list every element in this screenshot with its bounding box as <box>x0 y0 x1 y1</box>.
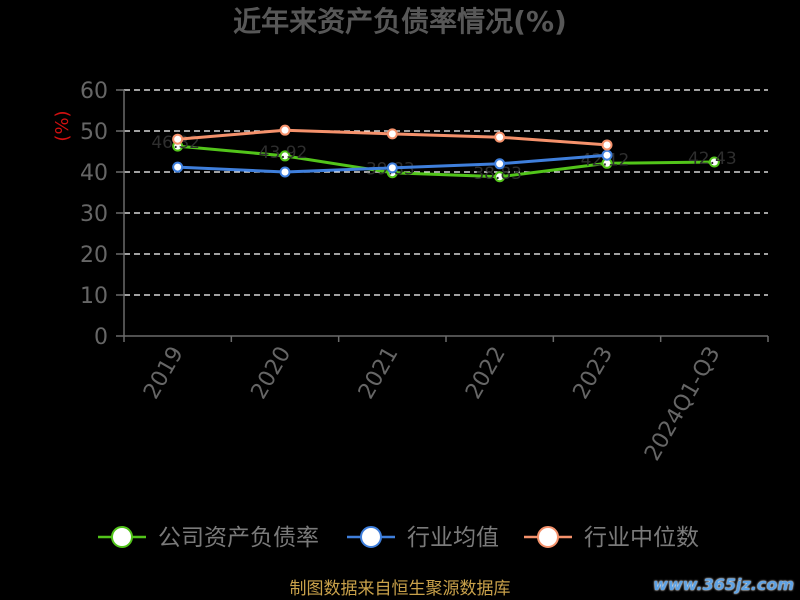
x-tick-label: 2023 <box>569 343 619 404</box>
chart-title: 近年来资产负债率情况(%) <box>233 5 567 38</box>
data-point <box>494 158 506 170</box>
y-tick-label: 30 <box>80 202 108 227</box>
legend-label: 行业均值 <box>407 525 499 551</box>
x-tick-label: 2020 <box>247 343 297 404</box>
series-2 <box>172 149 613 178</box>
source-footnote: 制图数据来自恒生聚源数据库 <box>289 579 511 599</box>
legend-item: 公司资产负债率 <box>98 525 319 551</box>
y-tick-label: 40 <box>80 161 108 186</box>
legend-item: 行业中位数 <box>524 525 699 551</box>
data-label: 38.83 <box>473 164 522 184</box>
y-tick-label: 20 <box>80 243 108 268</box>
x-tick-label: 2024Q1-Q3 <box>640 343 725 466</box>
data-point <box>279 124 291 136</box>
data-label: 42.43 <box>688 149 737 169</box>
x-tick-label: 2022 <box>461 342 511 403</box>
data-point <box>279 150 291 162</box>
data-point <box>601 139 613 151</box>
data-point <box>601 149 613 161</box>
series-line <box>177 144 715 179</box>
data-point <box>172 161 184 173</box>
grid-lines <box>124 89 768 296</box>
data-point <box>708 156 720 168</box>
series-3 <box>172 124 613 151</box>
watermark-logo: www.365jz.com <box>653 575 794 594</box>
legend-item: 行业均值 <box>347 525 499 551</box>
legend-label: 行业中位数 <box>584 525 699 551</box>
data-point <box>494 171 506 183</box>
data-point <box>279 166 291 178</box>
legend-label: 公司资产负债率 <box>158 525 319 551</box>
legend-marker <box>111 526 133 548</box>
y-tick-label: 10 <box>80 284 108 309</box>
x-tick-label: 2019 <box>139 343 189 404</box>
data-point <box>386 162 398 174</box>
legend: 公司资产负债率 行业均值 行业中位数 <box>98 525 699 551</box>
data-point <box>494 131 506 143</box>
x-tick-label: 2021 <box>354 343 404 404</box>
y-axis-label: (%) <box>52 110 73 141</box>
data-point <box>172 133 184 145</box>
legend-marker <box>537 526 559 548</box>
data-point <box>386 128 398 140</box>
y-tick-label: 50 <box>80 120 108 145</box>
legend-marker <box>360 526 382 548</box>
y-tick-label: 0 <box>94 325 108 350</box>
y-tick-label: 60 <box>80 79 108 104</box>
data-label: 43.92 <box>259 143 308 163</box>
